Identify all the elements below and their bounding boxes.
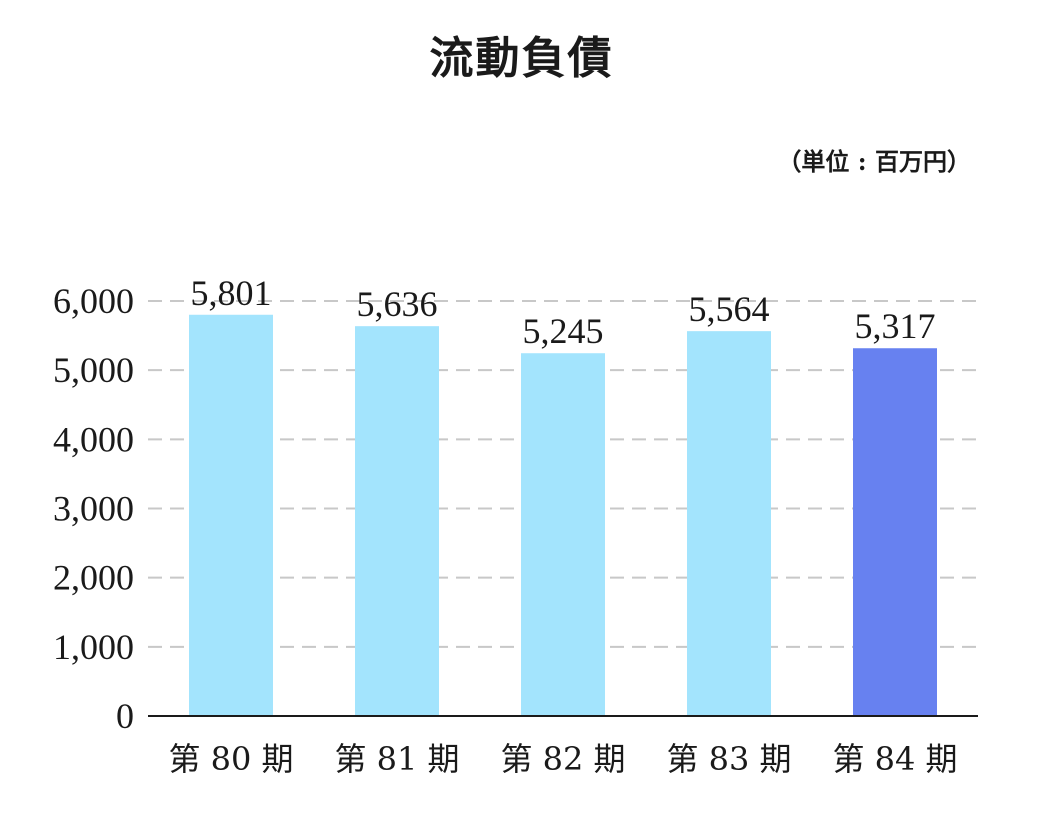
x-tick-label: 第 80 期 [168,740,293,778]
bar [355,326,439,716]
bar [853,348,937,716]
value-label: 5,317 [855,306,936,346]
x-tick-label: 第 83 期 [666,740,791,778]
bars [189,314,937,716]
y-tick-label: 2,000 [53,558,134,598]
y-tick-label: 6,000 [53,281,134,321]
value-label: 5,801 [191,273,272,313]
labels: 0 1,000 2,000 3,000 4,000 5,000 6,000 5,801 第 80… [53,273,958,778]
x-tick-label: 第 84 期 [832,740,957,778]
unit-note: （単位 : 百万円） [777,147,971,176]
x-tick-label: 第 82 期 [500,740,625,778]
y-tick-label: 1,000 [53,627,134,667]
y-tick-label: 3,000 [53,489,134,529]
y-tick-label: 4,000 [53,419,134,459]
chart-title: 流動負債 [429,33,614,84]
value-label: 5,564 [689,289,770,329]
value-label: 5,636 [357,284,438,324]
value-label: 5,245 [523,311,604,351]
bar [189,314,273,716]
y-tick-label: 5,000 [53,350,134,390]
x-tick-label: 第 81 期 [334,740,459,778]
bar [687,331,771,716]
y-tick-label: 0 [116,696,134,736]
bar [521,353,605,716]
grid-lines [148,300,978,648]
